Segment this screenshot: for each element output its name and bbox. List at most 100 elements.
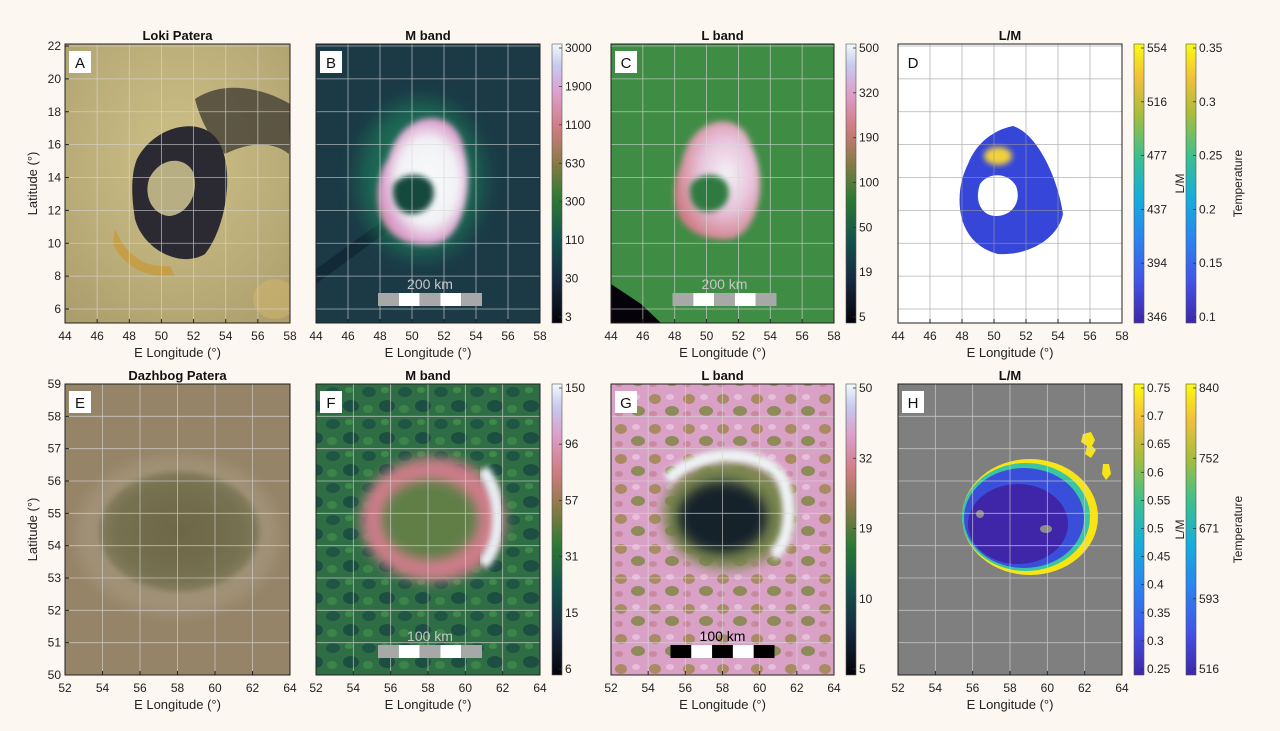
colorbar bbox=[551, 43, 563, 324]
panel-title: L band bbox=[701, 368, 743, 383]
x-tick-label: 62 bbox=[496, 681, 510, 695]
colorbar-tick-label: 500 bbox=[859, 41, 879, 55]
x-tick-label: 58 bbox=[1003, 681, 1017, 695]
y-tick-label: 8 bbox=[54, 269, 61, 283]
scale-bar-segment bbox=[672, 293, 694, 306]
x-tick-label: 44 bbox=[604, 329, 618, 343]
colorbar-tick-label: 593 bbox=[1199, 592, 1219, 606]
x-tick-label: 52 bbox=[891, 681, 905, 695]
x-tick-label: 46 bbox=[90, 329, 104, 343]
cool-island bbox=[689, 175, 729, 212]
scale-bar-segment bbox=[734, 293, 756, 306]
panel-letter: H bbox=[908, 395, 919, 412]
scale-bar-label: 100 km bbox=[407, 628, 453, 644]
bright-deposit bbox=[113, 229, 175, 277]
axes-frame bbox=[315, 43, 541, 324]
y-tick-label: 16 bbox=[48, 138, 62, 152]
x-tick-label: 58 bbox=[716, 681, 730, 695]
colorbar-tick-label: 31 bbox=[565, 550, 579, 564]
colorbar-tick-label: 6 bbox=[565, 662, 572, 676]
x-tick-label: 54 bbox=[219, 329, 233, 343]
high-ratio-spot bbox=[984, 147, 1012, 165]
y-tick-label: 54 bbox=[48, 539, 62, 553]
scale-bar-segment bbox=[440, 293, 462, 306]
x-tick-label: 58 bbox=[827, 329, 841, 343]
colorbar-tick-label: 437 bbox=[1147, 202, 1167, 216]
colorbar-tick-label: 0.35 bbox=[1147, 606, 1171, 620]
x-tick-label: 56 bbox=[966, 681, 980, 695]
x-tick-label: 54 bbox=[347, 681, 361, 695]
y-tick-label: 53 bbox=[48, 571, 62, 585]
axes-frame bbox=[610, 43, 835, 324]
colorbar-tick-label: 0.5 bbox=[1147, 522, 1164, 536]
panel-image bbox=[898, 44, 1122, 323]
scale-bar-segment bbox=[693, 293, 715, 306]
cool-floor bbox=[382, 479, 478, 560]
x-tick-label: 64 bbox=[283, 681, 297, 695]
colorbar-tick-label: 0.75 bbox=[1147, 381, 1171, 395]
scale-bar-label: 100 km bbox=[700, 628, 746, 644]
panel-letter-box bbox=[69, 51, 91, 73]
y-tick-label: 18 bbox=[48, 105, 62, 119]
no-data-spot bbox=[1040, 525, 1052, 533]
x-tick-label: 60 bbox=[753, 681, 767, 695]
x-axis-label: E Longitude (°) bbox=[679, 345, 766, 360]
ratio-core bbox=[968, 484, 1068, 564]
high-ratio-spot bbox=[1102, 464, 1111, 480]
colorbar-tick-label: 516 bbox=[1199, 662, 1219, 676]
y-tick-label: 55 bbox=[48, 506, 62, 520]
x-tick-label: 56 bbox=[679, 681, 693, 695]
colorbar-tick-label: 346 bbox=[1147, 310, 1167, 324]
colorbar-tick-label: 0.2 bbox=[1199, 202, 1216, 216]
colorbar-tick-label: 19 bbox=[859, 265, 873, 279]
x-tick-label: 48 bbox=[373, 329, 387, 343]
x-tick-label: 46 bbox=[636, 329, 650, 343]
x-axis-label: E Longitude (°) bbox=[679, 697, 766, 712]
colorbar-tick-label: 0.25 bbox=[1199, 149, 1223, 163]
grid bbox=[316, 384, 540, 675]
colorbar-tick-label: 30 bbox=[565, 272, 579, 286]
colorbar-tick-label: 0.65 bbox=[1147, 437, 1171, 451]
colorbar bbox=[1185, 43, 1197, 324]
colorbar-tick-label: 0.3 bbox=[1147, 634, 1164, 648]
x-tick-label: 52 bbox=[187, 329, 201, 343]
x-tick-label: 48 bbox=[668, 329, 682, 343]
colorbar-tick-label: 3000 bbox=[565, 41, 592, 55]
colorbar-tick-label: 477 bbox=[1147, 149, 1167, 163]
panel-letter-box bbox=[69, 391, 91, 413]
scale-bar-segment bbox=[398, 645, 420, 658]
x-tick-label: 54 bbox=[641, 681, 655, 695]
x-tick-label: 52 bbox=[604, 681, 618, 695]
x-tick-label: 56 bbox=[251, 329, 265, 343]
axes-frame bbox=[64, 43, 291, 324]
x-tick-label: 44 bbox=[58, 329, 72, 343]
x-tick-label: 58 bbox=[533, 329, 547, 343]
colorbar-tick-label: 320 bbox=[859, 86, 879, 100]
scale-bar-segment bbox=[755, 293, 777, 306]
colorbar-label: Temperature bbox=[1231, 149, 1245, 217]
x-tick-label: 54 bbox=[764, 329, 778, 343]
y-tick-label: 51 bbox=[48, 636, 62, 650]
x-tick-label: 44 bbox=[309, 329, 323, 343]
colorbar-tick-label: 0.15 bbox=[1199, 256, 1223, 270]
panel-h: 52 54 56 58 60 62 64 E Longitude (°) L/M H 0.75 0.7… bbox=[891, 368, 1245, 712]
y-axis-label: Latitude (°) bbox=[25, 498, 40, 562]
x-axis-label: E Longitude (°) bbox=[385, 345, 472, 360]
colorbar-tick-label: 50 bbox=[859, 220, 873, 234]
panel-letter: D bbox=[908, 55, 919, 72]
no-data-spot bbox=[976, 510, 984, 518]
x-tick-label: 62 bbox=[246, 681, 260, 695]
panel-letter-box bbox=[320, 51, 342, 73]
colorbar-tick-label: 752 bbox=[1199, 451, 1219, 465]
y-tick-label: 59 bbox=[48, 377, 62, 391]
x-tick-label: 54 bbox=[469, 329, 483, 343]
scale-bar-segment bbox=[398, 293, 420, 306]
x-tick-label: 50 bbox=[405, 329, 419, 343]
panel-f: 52 54 56 58 60 62 64 E Longitude (°) M band F 100 … bbox=[309, 368, 585, 712]
panel-c: 44 46 48 50 52 54 56 58 E Longitude (°) L band C 20… bbox=[604, 28, 879, 360]
colorbar-tick-label: 0.6 bbox=[1147, 465, 1164, 479]
x-tick-label: 48 bbox=[955, 329, 969, 343]
scale-bar-segment bbox=[378, 645, 399, 658]
panel-title: Loki Patera bbox=[142, 28, 213, 43]
